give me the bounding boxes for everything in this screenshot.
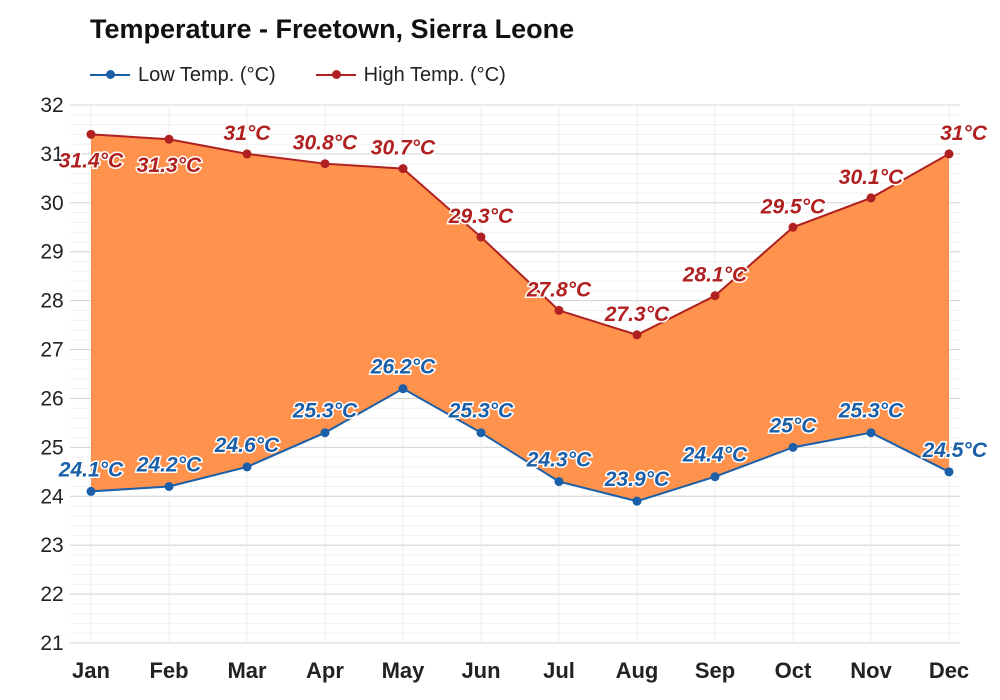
data-label-high: 28.1°C	[682, 264, 748, 287]
data-point-low	[944, 467, 954, 477]
data-point-high	[554, 305, 564, 315]
data-label-low: 25.3°C	[448, 400, 514, 423]
data-point-low	[554, 477, 564, 487]
x-tick-label: Jun	[461, 658, 500, 683]
chart-title: Temperature - Freetown, Sierra Leone	[90, 14, 575, 44]
y-tick-label: 24	[40, 485, 64, 508]
x-tick-label: Nov	[850, 658, 892, 683]
series-line-high	[90, 133, 950, 336]
x-tick-label: Jan	[72, 658, 110, 683]
legend-item-low[interactable]: Low Temp. (°C)	[90, 64, 276, 87]
data-point-low	[164, 481, 174, 491]
data-label-high: 27.3°C	[604, 303, 670, 326]
y-tick-label: 27	[40, 339, 63, 362]
data-point-high	[788, 222, 798, 232]
data-point-high	[710, 291, 720, 301]
data-label-high: 31.4°C	[59, 149, 124, 172]
series-line-low	[90, 387, 950, 503]
data-point-low	[242, 462, 252, 472]
data-point-high	[86, 129, 96, 139]
data-point-high	[866, 193, 876, 203]
data-label-high: 31°C	[940, 122, 988, 145]
legend-swatch-high	[315, 70, 356, 79]
data-point-high	[944, 149, 954, 159]
data-point-high	[632, 330, 642, 340]
data-point-low	[86, 486, 96, 496]
data-label-high: 30.8°C	[293, 132, 358, 155]
data-label-high: 31°C	[224, 122, 272, 145]
data-label-low: 24.6°C	[214, 434, 280, 457]
y-tick-label: 31	[40, 143, 63, 166]
data-point-high	[164, 134, 174, 144]
x-tick-label: Aug	[616, 658, 659, 683]
data-label-high: 29.3°C	[448, 205, 514, 228]
data-label-low: 24.1°C	[58, 458, 124, 481]
x-tick-label: Mar	[227, 658, 267, 683]
data-point-high	[242, 149, 252, 159]
data-label-high: 31.3°C	[137, 154, 202, 177]
data-point-low	[866, 428, 876, 438]
data-label-high: 29.5°C	[760, 195, 826, 218]
y-tick-label: 30	[40, 192, 63, 215]
legend-label-high: High Temp. (°C)	[363, 63, 506, 86]
y-tick-label: 21	[40, 632, 63, 655]
data-label-low: 25°C	[769, 414, 818, 437]
data-label-low: 24.5°C	[922, 439, 988, 462]
y-tick-label: 28	[40, 290, 63, 313]
data-point-low	[398, 384, 408, 394]
data-point-low	[320, 428, 330, 438]
legend-item-high[interactable]: High Temp. (°C)	[315, 63, 506, 87]
data-label-low: 26.2°C	[370, 356, 436, 379]
y-tick-label: 23	[40, 534, 63, 557]
legend-label-low: Low Temp. (°C)	[138, 63, 276, 86]
data-label-low: 24.4°C	[682, 444, 748, 467]
data-point-high	[320, 159, 330, 169]
y-tick-label: 29	[40, 241, 63, 264]
data-label-high: 30.1°C	[839, 166, 904, 189]
x-tick-label: May	[382, 658, 426, 683]
data-label-high: 30.7°C	[371, 137, 436, 160]
data-label-high: 27.8°C	[526, 278, 592, 301]
data-label-low: 23.9°C	[604, 468, 670, 491]
data-label-low: 24.2°C	[136, 453, 202, 476]
x-tick-label: Oct	[775, 658, 812, 683]
data-label-low: 25.3°C	[292, 400, 358, 423]
data-label-low: 24.3°C	[526, 449, 592, 472]
data-point-low	[710, 472, 720, 482]
y-tick-label: 26	[40, 387, 63, 410]
legend: Low Temp. (°C) High Temp. (°C)	[90, 62, 506, 88]
data-point-high	[398, 164, 408, 174]
legend-swatch-low	[90, 70, 130, 79]
x-tick-label: Sep	[695, 658, 735, 683]
data-point-low	[788, 442, 798, 452]
x-tick-label: Dec	[929, 658, 969, 683]
range-fill-area	[91, 134, 949, 502]
data-point-high	[476, 232, 486, 242]
data-label-low: 25.3°C	[838, 400, 904, 423]
data-point-low	[632, 496, 642, 506]
y-tick-label: 32	[40, 94, 63, 117]
x-tick-label: Apr	[306, 658, 344, 683]
data-point-low	[476, 428, 486, 438]
x-tick-label: Feb	[149, 658, 188, 683]
y-tick-label: 22	[40, 583, 63, 606]
y-tick-label: 25	[40, 436, 63, 459]
x-tick-label: Jul	[543, 658, 575, 683]
